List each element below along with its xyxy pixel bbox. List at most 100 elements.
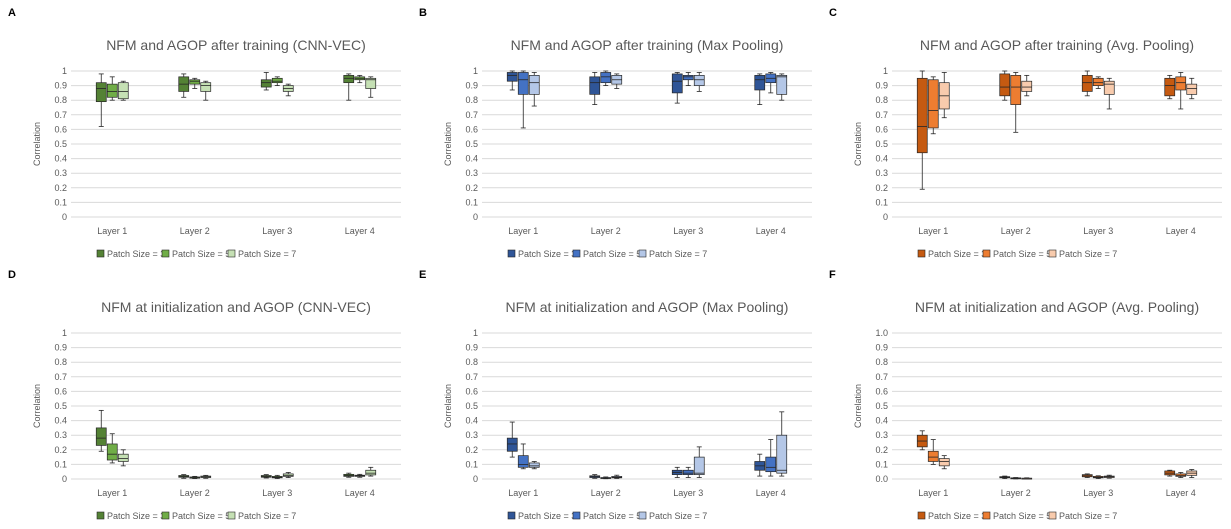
y-tick-label: 0.4 bbox=[54, 416, 67, 426]
x-category-label: Layer 3 bbox=[673, 488, 703, 498]
x-category-label: Layer 4 bbox=[345, 226, 375, 236]
box-series-2 bbox=[765, 456, 777, 473]
box-series-3 bbox=[693, 456, 705, 475]
y-tick-label: 0.3 bbox=[54, 430, 67, 440]
panel-letter: A bbox=[8, 7, 16, 19]
y-tick-label: 0.8 bbox=[54, 357, 67, 367]
x-category-label: Layer 1 bbox=[918, 488, 948, 498]
chart-title: NFM and AGOP after training (CNN-VEC) bbox=[106, 37, 366, 53]
x-category-label: Layer 4 bbox=[345, 488, 375, 498]
y-tick-label: 0.5 bbox=[54, 401, 67, 411]
box-series-1 bbox=[1081, 75, 1093, 92]
y-tick-label: 0.5 bbox=[465, 401, 478, 411]
box-series-2 bbox=[271, 77, 283, 84]
x-category-label: Layer 3 bbox=[262, 226, 292, 236]
legend-label: Patch Size = 7 bbox=[238, 249, 296, 259]
legend-label: Patch Size = 7 bbox=[1059, 249, 1117, 259]
x-category-label: Layer 3 bbox=[1083, 488, 1113, 498]
legend-swatch bbox=[96, 511, 105, 520]
y-tick-label: 1 bbox=[473, 328, 478, 338]
y-tick-label: 0.4 bbox=[465, 154, 478, 164]
legend-swatch bbox=[638, 249, 647, 258]
box-series-1 bbox=[671, 73, 683, 94]
box-series-3 bbox=[776, 434, 788, 474]
chart-title: NFM at initialization and AGOP (Max Pool… bbox=[506, 299, 789, 315]
y-tick-label: 1 bbox=[62, 328, 67, 338]
x-category-label: Layer 1 bbox=[508, 226, 538, 236]
y-tick-label: 0.7 bbox=[54, 110, 67, 120]
legend-swatch bbox=[638, 511, 647, 520]
chart-panel-f: F NFM at initialization and AGOP (Avg. Po… bbox=[829, 269, 1222, 521]
y-axis-title: Correlation bbox=[853, 122, 863, 166]
y-tick-label: 0 bbox=[883, 212, 888, 222]
y-tick-label: 0 bbox=[473, 474, 478, 484]
y-tick-label: 0.7 bbox=[875, 372, 888, 382]
legend-swatch bbox=[507, 511, 516, 520]
y-tick-label: 0.9 bbox=[465, 343, 478, 353]
legend-swatch bbox=[917, 511, 926, 520]
y-tick-label: 0.8 bbox=[875, 357, 888, 367]
box-series-2 bbox=[517, 72, 529, 95]
y-tick-label: 0.9 bbox=[875, 343, 888, 353]
legend-label: Patch Size = 5 bbox=[172, 249, 230, 259]
y-tick-label: 0.3 bbox=[54, 168, 67, 178]
legend-swatch bbox=[227, 511, 236, 520]
y-tick-label: 1.0 bbox=[875, 328, 888, 338]
y-tick-label: 0.5 bbox=[875, 139, 888, 149]
x-category-label: Layer 1 bbox=[918, 226, 948, 236]
x-category-label: Layer 3 bbox=[673, 226, 703, 236]
y-tick-label: 0.7 bbox=[875, 110, 888, 120]
y-axis-title: Correlation bbox=[443, 384, 453, 428]
y-tick-label: 0.8 bbox=[875, 95, 888, 105]
legend-label: Patch Size = 5 bbox=[172, 511, 230, 521]
box-series-1 bbox=[916, 77, 928, 154]
chart-title: NFM and AGOP after training (Avg. Poolin… bbox=[920, 37, 1194, 53]
y-axis-title: Correlation bbox=[32, 384, 42, 428]
x-category-label: Layer 2 bbox=[591, 488, 621, 498]
box-series-2 bbox=[682, 469, 694, 475]
chart-panel-b: B NFM and AGOP after training (Max Poolin… bbox=[419, 7, 812, 259]
legend-label: Patch Size = 3 bbox=[928, 249, 986, 259]
x-category-label: Layer 1 bbox=[508, 488, 538, 498]
legend-label: Patch Size = 5 bbox=[583, 511, 641, 521]
x-category-label: Layer 1 bbox=[97, 226, 127, 236]
y-tick-label: 0.5 bbox=[465, 139, 478, 149]
box-series-1 bbox=[589, 76, 601, 95]
y-tick-label: 0.9 bbox=[54, 343, 67, 353]
legend-swatch bbox=[96, 249, 105, 258]
y-tick-label: 0.1 bbox=[875, 459, 888, 469]
x-category-label: Layer 4 bbox=[1166, 488, 1196, 498]
legend-swatch bbox=[1048, 249, 1057, 258]
box-series-3 bbox=[117, 453, 129, 462]
box-series-1 bbox=[1164, 77, 1176, 97]
y-tick-label: 0.8 bbox=[465, 357, 478, 367]
box-series-3 bbox=[693, 75, 705, 86]
chart-panel-c: C NFM and AGOP after training (Avg. Pooli… bbox=[829, 7, 1222, 259]
panel-letter: B bbox=[419, 7, 427, 19]
chart-panel-a: A NFM and AGOP after training (CNN-VEC) 0 0… bbox=[8, 7, 401, 259]
legend-label: Patch Size = 3 bbox=[928, 511, 986, 521]
x-category-label: Layer 1 bbox=[97, 488, 127, 498]
y-tick-label: 0.1 bbox=[54, 197, 67, 207]
y-tick-label: 0.6 bbox=[875, 124, 888, 134]
y-tick-label: 0.6 bbox=[465, 124, 478, 134]
x-category-label: Layer 2 bbox=[1001, 226, 1031, 236]
box-series-2 bbox=[927, 79, 939, 129]
box-series-3 bbox=[1021, 80, 1033, 92]
x-category-label: Layer 2 bbox=[180, 226, 210, 236]
box-series-2 bbox=[682, 75, 694, 81]
box-series-3 bbox=[117, 82, 129, 100]
legend-label: Patch Size = 3 bbox=[518, 511, 576, 521]
box-series-1 bbox=[95, 427, 107, 446]
y-tick-label: 0.3 bbox=[875, 430, 888, 440]
x-category-label: Layer 4 bbox=[1166, 226, 1196, 236]
box-series-3 bbox=[365, 469, 377, 476]
y-tick-label: 0.9 bbox=[875, 81, 888, 91]
box-series-2 bbox=[927, 450, 939, 462]
y-tick-label: 0.9 bbox=[54, 81, 67, 91]
legend-swatch bbox=[161, 249, 170, 258]
legend-label: Patch Size = 5 bbox=[993, 511, 1051, 521]
box-series-2 bbox=[517, 455, 529, 468]
box-series-3 bbox=[528, 75, 540, 95]
